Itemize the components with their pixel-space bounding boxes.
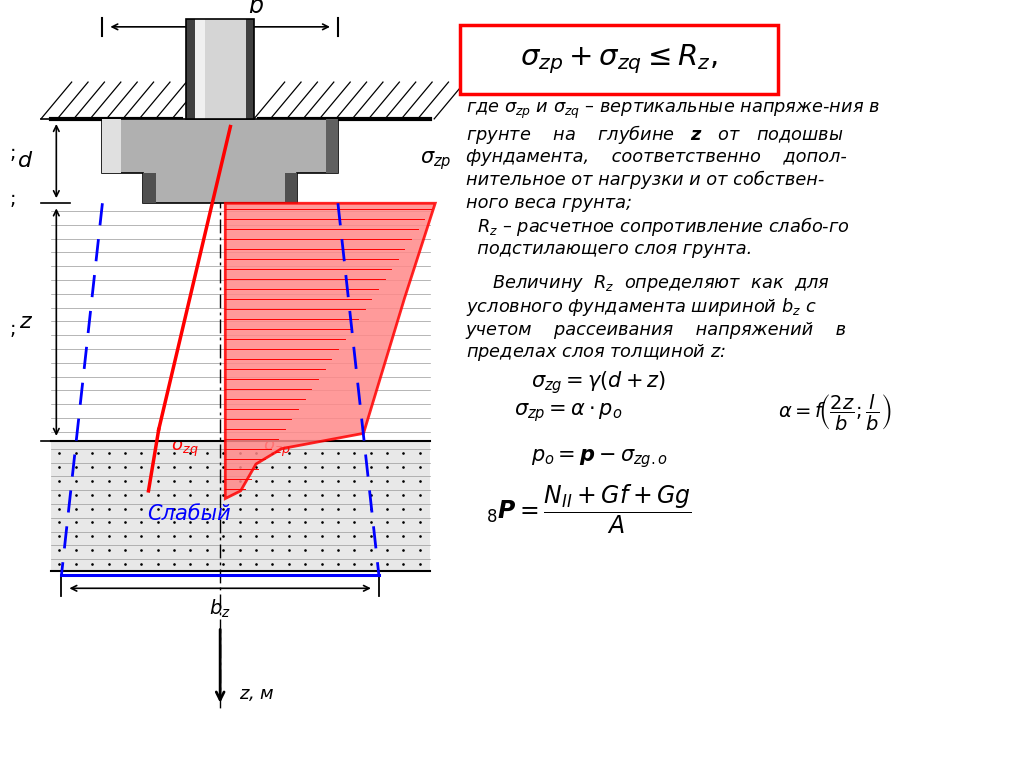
Polygon shape [246, 19, 254, 119]
Polygon shape [0, 0, 440, 767]
Text: $b_z$: $b_z$ [209, 597, 231, 620]
Text: $\sigma_{zg} = \gamma(d + z)$: $\sigma_{zg} = \gamma(d + z)$ [531, 370, 667, 396]
Text: грунте    на    глубине   $\boldsymbol{z}$   от   подошвы: грунте на глубине $\boldsymbol{z}$ от по… [466, 123, 844, 146]
Text: фундамента,    соответственно    допол-: фундамента, соответственно допол- [466, 148, 847, 166]
Polygon shape [285, 173, 297, 203]
Text: $\boldsymbol{p_o} = \boldsymbol{p} - \sigma_{zg.o}$: $\boldsymbol{p_o} = \boldsymbol{p} - \si… [530, 447, 668, 470]
Polygon shape [195, 19, 246, 119]
Text: ного веса грунта;: ного веса грунта; [466, 194, 632, 212]
Text: $\sigma_{zp}$: $\sigma_{zp}$ [420, 150, 452, 173]
Text: $\sigma_{zp} = \alpha \cdot \boldsymbol{p_o}$: $\sigma_{zp} = \alpha \cdot \boldsymbol{… [514, 401, 623, 424]
Polygon shape [225, 203, 435, 499]
Polygon shape [102, 119, 338, 203]
Polygon shape [143, 173, 156, 203]
Text: $_{8}\boldsymbol{P} = \dfrac{N_{II} + Gf + Gg}{A}$: $_{8}\boldsymbol{P} = \dfrac{N_{II} + Gf… [485, 482, 692, 536]
Polygon shape [102, 119, 121, 173]
Text: $\boldsymbol{R_z}$ – расчетное сопротивление слабо-го: $\boldsymbol{R_z}$ – расчетное сопротивл… [466, 215, 850, 238]
Text: условного фундамента шириной $\boldsymbol{b_z}$ с: условного фундамента шириной $\boldsymbo… [466, 296, 816, 318]
FancyBboxPatch shape [460, 25, 778, 94]
Text: $\alpha = f\!\left(\dfrac{2z}{b};\dfrac{l}{b}\right)$: $\alpha = f\!\left(\dfrac{2z}{b};\dfrac{… [778, 393, 891, 433]
Text: Величину  $\boldsymbol{R_z}$  определяют  как  для: Величину $\boldsymbol{R_z}$ определяют к… [492, 273, 829, 295]
Text: $d$: $d$ [17, 151, 34, 171]
Text: подстилающего слоя грунта.: подстилающего слоя грунта. [466, 240, 753, 258]
Text: ;: ; [9, 144, 15, 163]
Text: $\sigma_{zp} + \sigma_{zq} \leq R_z,$: $\sigma_{zp} + \sigma_{zq} \leq R_z,$ [520, 43, 718, 76]
Text: учетом    рассеивания    напряжений    в: учетом рассеивания напряжений в [466, 321, 847, 339]
Text: $\sigma_{zq}$: $\sigma_{zq}$ [171, 439, 198, 459]
Text: нительное от нагрузки и от собствен-: нительное от нагрузки и от собствен- [466, 171, 824, 189]
Text: ;: ; [9, 321, 15, 339]
Polygon shape [326, 119, 338, 173]
Text: ;: ; [9, 190, 15, 209]
Text: где $\boldsymbol{\sigma_{zp}}$ и $\boldsymbol{\sigma_{zq}}$ – вертикальные напря: где $\boldsymbol{\sigma_{zp}}$ и $\bolds… [466, 101, 880, 121]
Text: Слабый: Слабый [147, 504, 231, 524]
Text: $b$: $b$ [248, 0, 264, 18]
Text: $z$, м: $z$, м [239, 685, 274, 703]
Polygon shape [51, 441, 430, 571]
Text: $z$: $z$ [18, 312, 33, 332]
Polygon shape [195, 19, 205, 119]
Text: пределах слоя толщиной $z$:: пределах слоя толщиной $z$: [466, 342, 726, 364]
Polygon shape [186, 19, 195, 119]
Text: $\sigma_{zp}$: $\sigma_{zp}$ [263, 439, 290, 459]
Text: $\sigma_{zq}$: $\sigma_{zq}$ [128, 123, 159, 146]
